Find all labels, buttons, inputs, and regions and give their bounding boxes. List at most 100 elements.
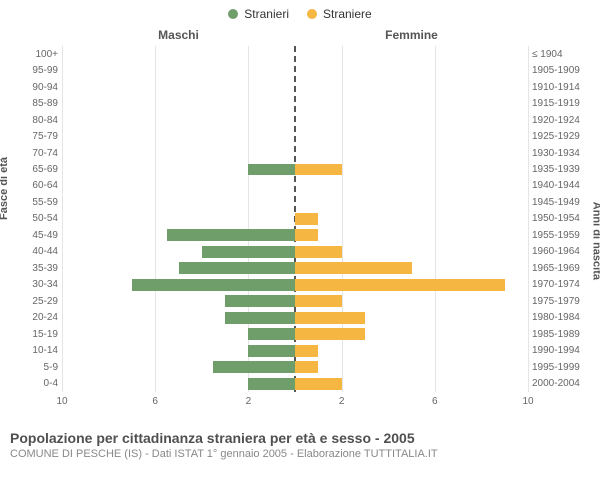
age-label: 55-59 <box>16 197 58 208</box>
birth-year-label: 1975-1979 <box>532 296 594 307</box>
chart-row: 30-341970-1974 <box>62 277 528 293</box>
bar-male <box>132 279 295 291</box>
bar-male <box>225 295 295 307</box>
male-swatch <box>228 9 238 19</box>
x-tick-label: 2 <box>339 396 345 407</box>
plot-area: Maschi Femmine 100+≤ 190495-991905-19099… <box>62 24 528 424</box>
bar-male <box>248 164 295 176</box>
bar-male <box>213 361 295 373</box>
bar-female <box>295 164 342 176</box>
bar-male <box>248 345 295 357</box>
bar-male <box>202 246 295 258</box>
chart-row: 80-841920-1924 <box>62 112 528 128</box>
chart-row: 45-491955-1959 <box>62 227 528 243</box>
bar-male <box>225 312 295 324</box>
age-label: 45-49 <box>16 230 58 241</box>
bar-female <box>295 345 318 357</box>
age-label: 75-79 <box>16 131 58 142</box>
bar-pair <box>62 345 528 357</box>
column-title-male: Maschi <box>158 28 199 42</box>
age-label: 50-54 <box>16 213 58 224</box>
x-axis: 10622610 <box>62 396 528 412</box>
bar-female <box>295 312 365 324</box>
age-label: 40-44 <box>16 246 58 257</box>
bar-female <box>295 361 318 373</box>
birth-year-label: 1990-1994 <box>532 345 594 356</box>
legend-label-male: Stranieri <box>244 7 289 21</box>
birth-year-label: 1960-1964 <box>532 246 594 257</box>
bar-female <box>295 246 342 258</box>
birth-year-label: 1925-1929 <box>532 131 594 142</box>
birth-year-label: 1930-1934 <box>532 148 594 159</box>
chart-row: 70-741930-1934 <box>62 145 528 161</box>
x-tick-label: 6 <box>432 396 438 407</box>
x-tick-label: 6 <box>152 396 158 407</box>
bar-pair <box>62 48 528 60</box>
chart-row: 40-441960-1964 <box>62 244 528 260</box>
caption-title: Popolazione per cittadinanza straniera p… <box>10 430 600 446</box>
age-label: 10-14 <box>16 345 58 356</box>
bar-pair <box>62 246 528 258</box>
bar-pair <box>62 213 528 225</box>
bar-male <box>248 378 295 390</box>
bar-pair <box>62 98 528 110</box>
bar-pair <box>62 65 528 77</box>
chart-row: 55-591945-1949 <box>62 194 528 210</box>
chart-row: 25-291975-1979 <box>62 293 528 309</box>
bar-pair <box>62 279 528 291</box>
age-label: 30-34 <box>16 279 58 290</box>
bar-pair <box>62 114 528 126</box>
bar-female <box>295 378 342 390</box>
birth-year-label: 1950-1954 <box>532 213 594 224</box>
birth-year-label: 1970-1974 <box>532 279 594 290</box>
age-label: 0-4 <box>16 378 58 389</box>
legend-item-female: Straniere <box>307 4 372 24</box>
chart-rows: 100+≤ 190495-991905-190990-941910-191485… <box>62 46 528 392</box>
bar-pair <box>62 180 528 192</box>
birth-year-label: 1915-1919 <box>532 98 594 109</box>
age-label: 100+ <box>16 49 58 60</box>
age-label: 20-24 <box>16 312 58 323</box>
age-label: 65-69 <box>16 164 58 175</box>
birth-year-label: ≤ 1904 <box>532 49 594 60</box>
bar-pair <box>62 378 528 390</box>
bar-pair <box>62 361 528 373</box>
column-title-female: Femmine <box>385 28 438 42</box>
age-label: 15-19 <box>16 329 58 340</box>
bar-pair <box>62 229 528 241</box>
chart-row: 75-791925-1929 <box>62 128 528 144</box>
birth-year-label: 1905-1909 <box>532 65 594 76</box>
birth-year-label: 1955-1959 <box>532 230 594 241</box>
caption-subtitle: COMUNE DI PESCHE (IS) - Dati ISTAT 1° ge… <box>10 448 600 460</box>
bar-male <box>167 229 295 241</box>
population-pyramid: { "legend": { "male": { "label": "Strani… <box>0 0 600 500</box>
bar-pair <box>62 197 528 209</box>
legend-label-female: Straniere <box>323 7 372 21</box>
chart-row: 0-42000-2004 <box>62 375 528 391</box>
bar-female <box>295 328 365 340</box>
chart-row: 60-641940-1944 <box>62 178 528 194</box>
birth-year-label: 1995-1999 <box>532 362 594 373</box>
bar-female <box>295 229 318 241</box>
age-label: 35-39 <box>16 263 58 274</box>
age-label: 80-84 <box>16 115 58 126</box>
bar-pair <box>62 147 528 159</box>
chart-row: 95-991905-1909 <box>62 62 528 78</box>
bar-female <box>295 262 412 274</box>
chart-row: 20-241980-1984 <box>62 310 528 326</box>
birth-year-label: 1920-1924 <box>532 115 594 126</box>
age-label: 5-9 <box>16 362 58 373</box>
bar-pair <box>62 295 528 307</box>
bar-pair <box>62 312 528 324</box>
age-label: 70-74 <box>16 148 58 159</box>
bar-male <box>179 262 296 274</box>
chart-row: 15-191985-1989 <box>62 326 528 342</box>
legend-item-male: Stranieri <box>228 4 289 24</box>
chart-row: 35-391965-1969 <box>62 260 528 276</box>
age-label: 60-64 <box>16 180 58 191</box>
birth-year-label: 2000-2004 <box>532 378 594 389</box>
legend: Stranieri Straniere <box>0 0 600 24</box>
birth-year-label: 1965-1969 <box>532 263 594 274</box>
chart-row: 50-541950-1954 <box>62 211 528 227</box>
bar-female <box>295 213 318 225</box>
